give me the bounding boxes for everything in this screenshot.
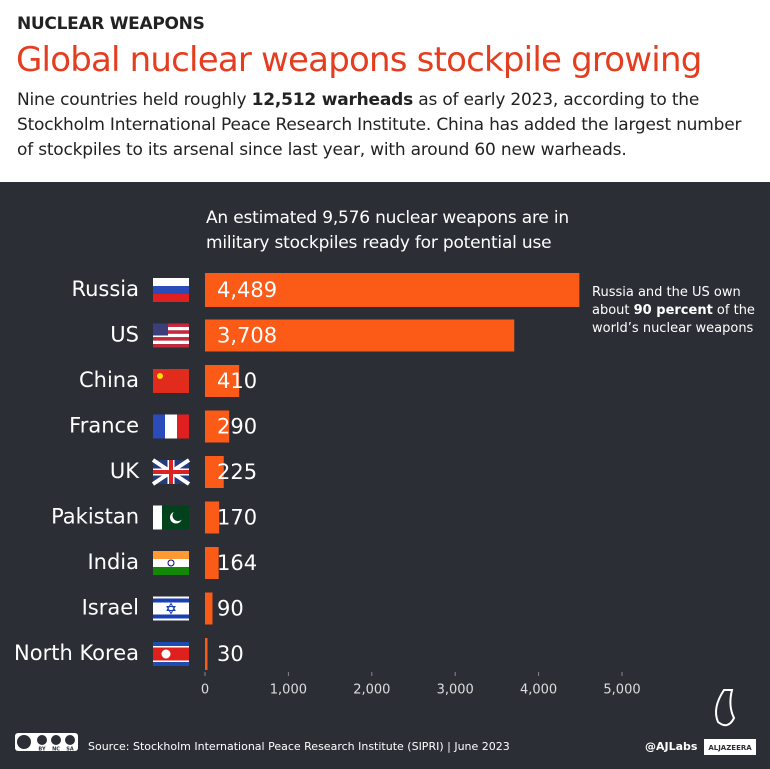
flag-disc (161, 649, 171, 659)
value-label: 30 (217, 642, 244, 666)
value-label: 170 (217, 506, 257, 530)
flag-stripe (153, 598, 189, 603)
x-tick-label: 5,000 (603, 683, 640, 698)
license-label: NC (52, 747, 60, 753)
logo-mark (715, 689, 736, 727)
flag-stripe (177, 414, 189, 439)
flag-stripe (153, 567, 189, 575)
source: Source: Stockholm International Peace Re… (88, 740, 510, 753)
flag-stripe (153, 330, 189, 334)
logo-box (704, 739, 756, 755)
value-label: 410 (217, 369, 257, 393)
subtitle: Nine countries held roughly 12,512 warhe… (17, 88, 757, 163)
bar (205, 319, 515, 352)
bar (205, 638, 208, 670)
flag-stripe (153, 294, 189, 302)
flag-stripe (153, 559, 189, 567)
flag (153, 642, 189, 666)
bar (205, 365, 240, 397)
flag-stripe (153, 323, 189, 327)
flag-stripe (153, 340, 189, 345)
flag (153, 369, 189, 393)
logo: ALJAZEERA (708, 744, 752, 752)
bar (205, 410, 230, 443)
flag-stripe (153, 647, 189, 661)
bar (205, 456, 224, 488)
value-label: 290 (217, 415, 257, 439)
x-tick-label: 0 (201, 683, 209, 698)
flag-stripe (165, 414, 177, 439)
value-label: 225 (217, 460, 257, 484)
text-segment: Russia and the US own about (592, 285, 741, 318)
bar (205, 273, 580, 307)
title: Global nuclear weapons stockpile growing (16, 40, 702, 80)
bar (205, 501, 220, 534)
flag-stripe (153, 551, 189, 559)
y-tick-label: North Korea (14, 641, 139, 665)
text-segment: 90 percent (633, 303, 713, 318)
y-tick-label: Israel (82, 596, 139, 620)
flag (153, 414, 189, 439)
flag-moon (172, 510, 184, 521)
flag-canton (153, 323, 168, 336)
handle: @AJLabs (645, 740, 698, 753)
flag-stripe (153, 326, 189, 331)
y-tick-label: China (79, 368, 139, 392)
bar (205, 592, 213, 625)
y-tick-label: Pakistan (51, 505, 139, 529)
flag-stripe (153, 337, 189, 341)
license-label: BY (38, 747, 46, 753)
flag-star (157, 373, 163, 379)
value-label: 164 (217, 551, 257, 575)
y-tick-label: France (69, 414, 139, 438)
flag (153, 505, 189, 530)
value-label: 90 (217, 597, 244, 621)
flag-stripe (153, 614, 189, 619)
flag (153, 323, 189, 348)
flag-star (166, 602, 176, 615)
y-tick-label: India (87, 550, 139, 574)
y-tick-label: UK (110, 459, 140, 483)
y-tick-label: Russia (71, 277, 139, 301)
annotation: Russia and the US own about 90 percent o… (592, 284, 762, 338)
kicker: NUCLEAR WEAPONS (17, 14, 205, 34)
value-label: 4,489 (217, 278, 277, 302)
text-segment: of the world’s nuclear weapons (592, 303, 755, 336)
x-tick-label: 1,000 (270, 683, 307, 698)
flag-field (153, 369, 189, 393)
text-segment: as of early 2023, according to the Stock… (17, 90, 742, 160)
x-tick-label: 2,000 (353, 683, 390, 698)
flag (153, 596, 189, 621)
flag-stripe (153, 286, 189, 294)
flag-stripe (153, 278, 189, 286)
x-tick-label: 3,000 (437, 683, 474, 698)
bar (205, 547, 219, 579)
flag-wheel (167, 559, 175, 567)
flag-stripe (153, 344, 189, 348)
flag-stripe (153, 333, 189, 338)
flag-stripe (153, 414, 165, 439)
y-tick-label: US (110, 323, 139, 347)
flag (151, 458, 191, 486)
x-tick-label: 4,000 (520, 683, 557, 698)
text-segment: 12,512 warheads (251, 90, 414, 110)
flag (153, 551, 189, 575)
value-label: 3,708 (217, 324, 277, 348)
cc-badge (15, 733, 78, 751)
text-segment: Nine countries held roughly (17, 90, 252, 110)
flag (153, 278, 189, 302)
chart-subtitle: An estimated 9,576 nuclear weapons are i… (206, 208, 569, 253)
license-label: SA (66, 747, 74, 753)
flag-cross (153, 460, 189, 484)
